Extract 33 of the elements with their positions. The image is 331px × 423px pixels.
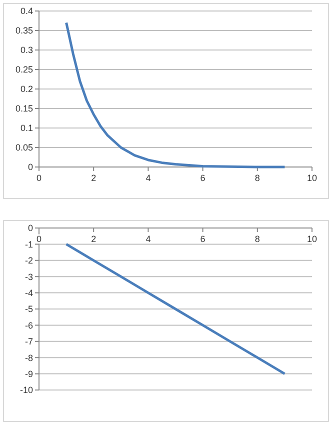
x-tick-label: 8 xyxy=(254,173,260,183)
x-tick-label: 4 xyxy=(146,173,151,183)
y-tick-label: -4 xyxy=(24,288,33,298)
y-tick-label: 0.25 xyxy=(15,64,33,75)
x-tick-label: 2 xyxy=(91,173,96,183)
y-tick-label: -3 xyxy=(24,272,33,282)
x-tick-label: 6 xyxy=(200,234,206,244)
y-tick-label: 0.05 xyxy=(15,142,33,153)
y-tick-label: 0.4 xyxy=(20,6,33,16)
x-tick-label: 10 xyxy=(306,234,318,244)
y-tick-label: -7 xyxy=(24,336,33,347)
y-tick-label: -6 xyxy=(24,320,33,330)
y-tick-label: 0.3 xyxy=(20,45,33,56)
y-tick-label: -9 xyxy=(24,368,33,379)
y-tick-label: 0.2 xyxy=(20,84,33,94)
x-tick-label: 0 xyxy=(36,173,42,183)
line-series xyxy=(65,242,286,376)
y-tick-label: -1 xyxy=(24,239,33,250)
x-tick-label: 10 xyxy=(306,173,318,183)
y-tick-label: 0.15 xyxy=(15,104,33,114)
y-tick-label: 0.35 xyxy=(15,26,33,36)
y-tick-label: -8 xyxy=(24,352,33,363)
y-tick-label: 0.1 xyxy=(20,123,33,134)
x-tick-label: 2 xyxy=(91,234,96,244)
y-tick-label: -10 xyxy=(20,385,33,396)
y-tick-label: -5 xyxy=(24,304,33,314)
line-series xyxy=(65,21,286,168)
y-tick-label: 0 xyxy=(28,223,33,234)
x-tick-label: 8 xyxy=(254,234,260,244)
y-tick-label: -2 xyxy=(24,256,33,266)
x-tick-label: 6 xyxy=(200,173,206,183)
y-tick-label: 0 xyxy=(28,162,33,172)
x-tick-label: 4 xyxy=(146,234,151,244)
